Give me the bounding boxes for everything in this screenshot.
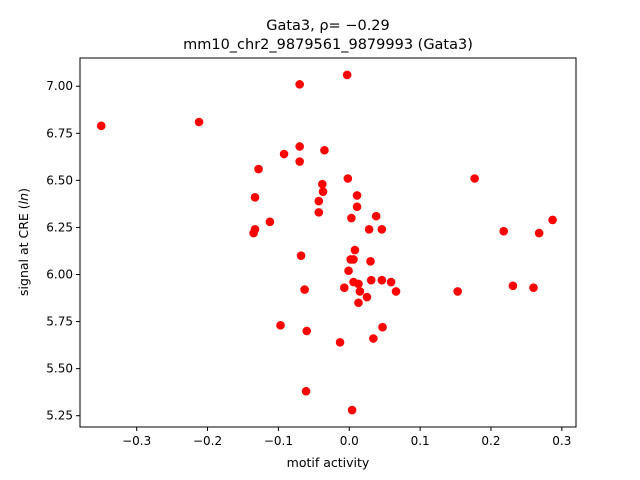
data-point [391, 287, 401, 296]
y-tick-label: 5.75 [46, 315, 73, 329]
data-points [96, 70, 557, 415]
data-point [249, 228, 258, 238]
data-point [340, 283, 349, 292]
x-tick-label: 0.1 [411, 434, 430, 448]
data-point [318, 187, 328, 196]
data-point [279, 149, 289, 159]
data-point [347, 213, 356, 223]
data-point [453, 287, 462, 296]
x-tick-label: −0.1 [264, 434, 293, 448]
data-point [369, 334, 378, 343]
data-point [377, 275, 387, 285]
data-point [318, 179, 327, 189]
y-tick-label: 7.00 [46, 79, 73, 93]
data-point [314, 196, 324, 206]
x-axis: −0.3 −0.2 −0.1 0.0 0.1 0.2 0.3 [122, 427, 571, 448]
y-tick-label: 6.00 [46, 268, 73, 282]
data-point [364, 225, 374, 234]
x-tick-label: −0.2 [193, 434, 222, 448]
data-point [354, 279, 363, 289]
data-point [296, 251, 306, 260]
data-point [349, 255, 358, 264]
x-tick-label: 0.0 [340, 434, 359, 448]
data-point [96, 121, 106, 131]
y-tick-label: 5.25 [46, 409, 73, 423]
data-point [265, 217, 275, 227]
data-point [508, 281, 518, 291]
data-point [371, 211, 381, 221]
data-point [250, 193, 260, 202]
data-point [366, 275, 376, 285]
data-point [347, 405, 357, 415]
x-tick-label: 0.2 [481, 434, 500, 448]
data-point [350, 245, 360, 255]
data-point [354, 298, 363, 308]
data-point [300, 285, 309, 294]
data-point [548, 215, 557, 225]
data-point [355, 287, 365, 296]
data-point [314, 208, 324, 217]
data-point [295, 157, 304, 166]
data-point [276, 321, 285, 330]
data-point [320, 145, 329, 155]
data-point [352, 191, 362, 200]
y-axis: 5.25 5.50 5.75 6.00 6.25 6.50 6.75 7.00 [46, 79, 80, 423]
data-point [301, 386, 311, 396]
data-point [499, 226, 509, 236]
y-tick-label: 6.50 [46, 173, 73, 187]
data-point [529, 283, 538, 292]
data-point [295, 80, 304, 89]
data-point [377, 225, 387, 234]
chart-title-line2: mm10_chr2_9879561_9879993 (Gata3) [183, 37, 473, 53]
x-axis-label: motif activity [287, 455, 370, 470]
x-tick-label: −0.3 [122, 434, 151, 448]
data-point [386, 277, 396, 287]
data-point [254, 164, 263, 174]
data-point [352, 202, 362, 212]
y-tick-label: 6.75 [46, 126, 73, 140]
data-point [344, 266, 353, 276]
data-point [362, 292, 372, 302]
data-point [366, 257, 375, 266]
data-point [470, 174, 479, 183]
data-point [295, 142, 304, 151]
data-point [534, 228, 544, 238]
data-point [302, 326, 312, 336]
data-point [343, 174, 353, 183]
y-tick-label: 6.25 [46, 220, 73, 234]
y-tick-label: 5.50 [46, 362, 73, 376]
data-point [335, 337, 345, 347]
data-point [342, 70, 352, 80]
data-point [378, 322, 387, 332]
data-point [194, 117, 204, 127]
y-axis-label: signal at CRE (ln) [16, 188, 31, 296]
axes-frame [79, 57, 577, 428]
chart-title-line1: Gata3, ρ= −0.29 [266, 18, 390, 34]
x-tick-label: 0.3 [552, 434, 571, 448]
